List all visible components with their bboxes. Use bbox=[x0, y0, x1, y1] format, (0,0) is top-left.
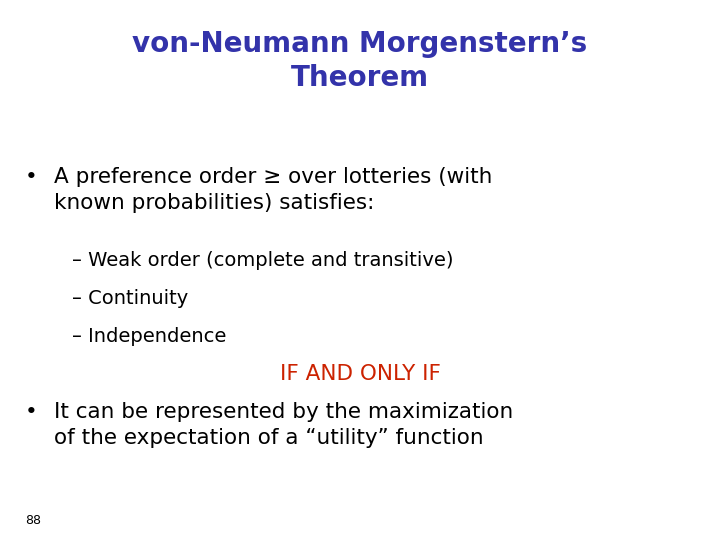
Text: – Independence: – Independence bbox=[72, 327, 226, 346]
Text: – Weak order (complete and transitive): – Weak order (complete and transitive) bbox=[72, 251, 454, 270]
Text: It can be represented by the maximization
of the expectation of a “utility” func: It can be represented by the maximizatio… bbox=[54, 402, 513, 448]
Text: •: • bbox=[25, 167, 38, 187]
Text: A preference order ≥ over lotteries (with
known probabilities) satisfies:: A preference order ≥ over lotteries (wit… bbox=[54, 167, 492, 213]
Text: 88: 88 bbox=[25, 514, 41, 526]
Text: – Continuity: – Continuity bbox=[72, 289, 188, 308]
Text: von-Neumann Morgenstern’s
Theorem: von-Neumann Morgenstern’s Theorem bbox=[132, 30, 588, 92]
Text: •: • bbox=[25, 402, 38, 422]
Text: IF AND ONLY IF: IF AND ONLY IF bbox=[279, 364, 441, 384]
